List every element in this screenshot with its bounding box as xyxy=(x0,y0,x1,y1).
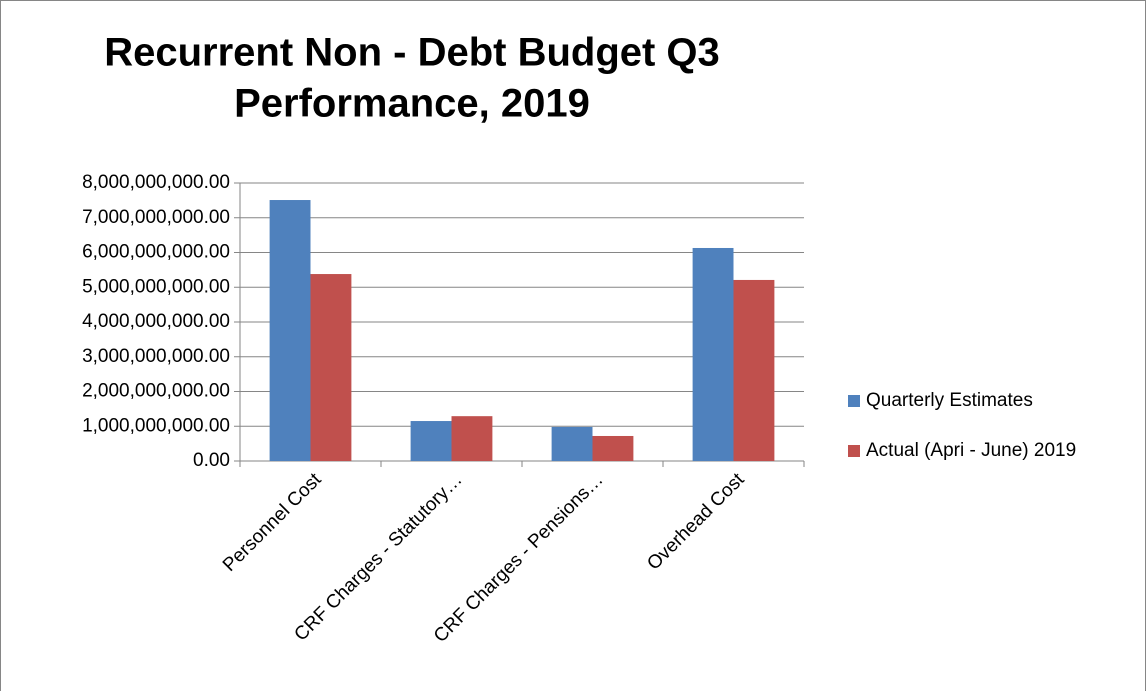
y-tick-label: 3,000,000,000.00 xyxy=(82,346,230,367)
bar xyxy=(310,274,352,461)
bar xyxy=(410,421,452,461)
bar xyxy=(692,247,734,461)
y-tick-label: 2,000,000,000.00 xyxy=(82,381,230,402)
bar xyxy=(592,435,634,461)
bar xyxy=(451,416,493,461)
chart-title: Performance, 2019 xyxy=(234,82,590,126)
bar xyxy=(551,426,593,461)
y-tick-label: 4,000,000,000.00 xyxy=(82,311,230,332)
legend-label: Quarterly Estimates xyxy=(866,390,1033,411)
chart-title: Recurrent Non - Debt Budget Q3 xyxy=(104,31,720,75)
y-tick-label: 7,000,000,000.00 xyxy=(82,207,230,228)
y-tick-label: 6,000,000,000.00 xyxy=(82,242,230,263)
bar xyxy=(733,279,775,461)
legend-label: Actual (Apri - June) 2019 xyxy=(866,440,1076,461)
y-tick-label: 8,000,000,000.00 xyxy=(82,172,230,193)
y-tick-label: 1,000,000,000.00 xyxy=(82,415,230,436)
y-tick-label: 5,000,000,000.00 xyxy=(82,276,230,297)
legend-swatch xyxy=(848,445,860,457)
legend-swatch xyxy=(848,395,860,407)
bar xyxy=(269,200,311,461)
y-tick-label: 0.00 xyxy=(193,450,230,471)
